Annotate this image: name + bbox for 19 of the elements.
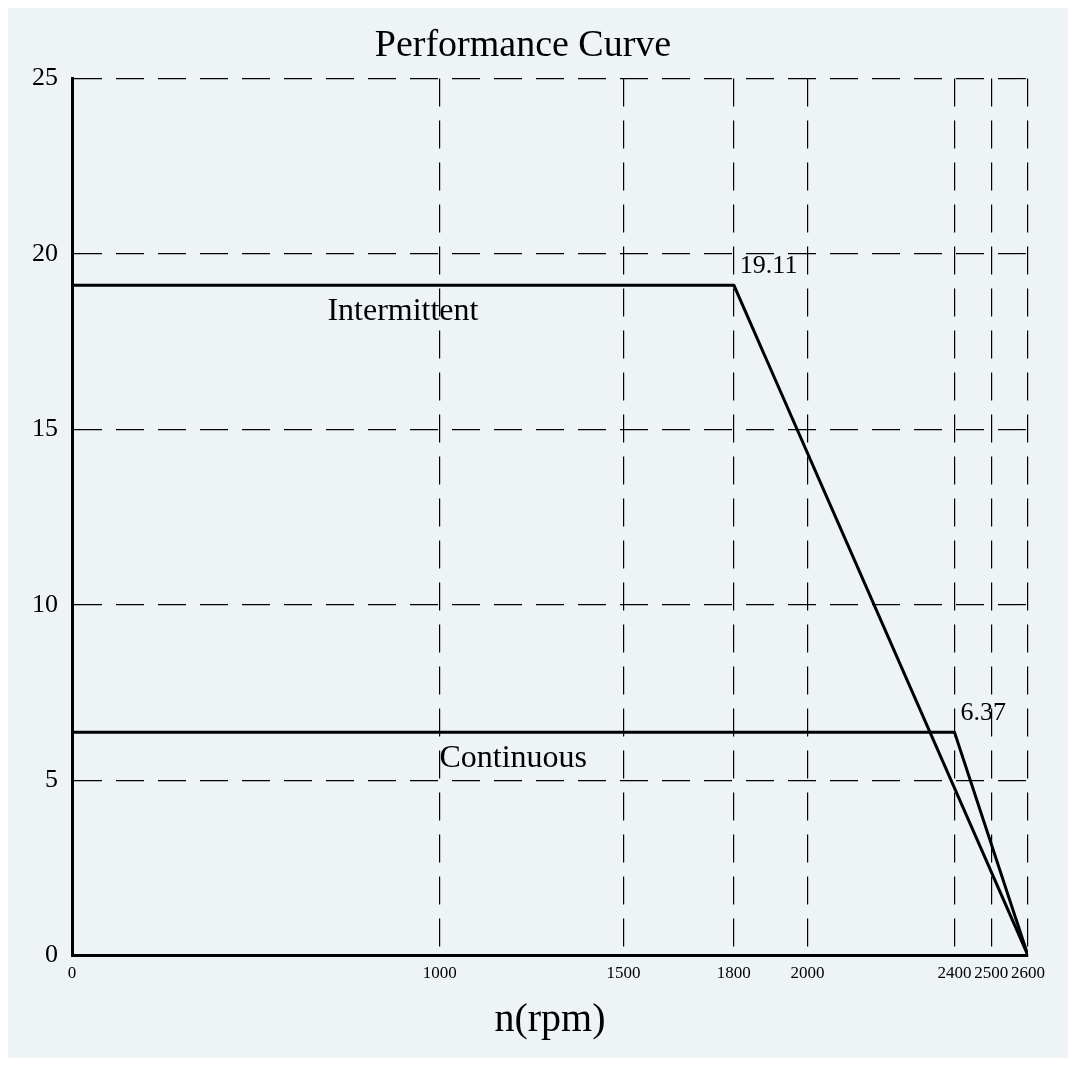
x-tick-label: 2000: [790, 963, 825, 983]
series-label: Intermittent: [327, 290, 479, 327]
series-label: Continuous: [439, 737, 588, 774]
x-tick-label: 1000: [422, 963, 457, 983]
y-tick-label: 25: [32, 62, 58, 92]
x-tick-label: 1500: [606, 963, 641, 983]
data-label: 6.37: [960, 696, 1006, 726]
x-tick-label: 0: [67, 963, 77, 983]
x-tick-label: 1800: [716, 963, 751, 983]
y-tick-label: 20: [32, 237, 58, 267]
x-tick-label: 2600: [1011, 963, 1045, 983]
x-axis-title: n(rpm): [494, 994, 606, 1040]
y-tick-label: 15: [32, 413, 58, 443]
data-label: 19.11: [739, 250, 798, 280]
chart-title: Performance Curve: [374, 21, 672, 64]
y-tick-label: 10: [32, 588, 58, 618]
x-tick-label: 2400: [937, 963, 972, 983]
y-tick-label: 5: [45, 764, 58, 794]
x-tick-label: 2500: [974, 963, 1009, 983]
